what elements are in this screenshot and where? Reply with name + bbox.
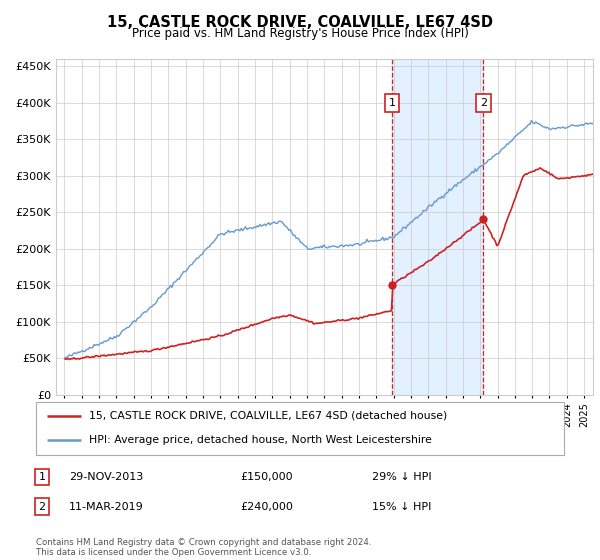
Text: 2: 2	[480, 97, 487, 108]
FancyBboxPatch shape	[36, 402, 564, 455]
Text: 29-NOV-2013: 29-NOV-2013	[69, 472, 143, 482]
Text: Contains HM Land Registry data © Crown copyright and database right 2024.
This d: Contains HM Land Registry data © Crown c…	[36, 538, 371, 557]
Text: £150,000: £150,000	[240, 472, 293, 482]
Text: 2: 2	[38, 502, 46, 512]
Text: 11-MAR-2019: 11-MAR-2019	[69, 502, 144, 512]
Text: 1: 1	[38, 472, 46, 482]
Text: £240,000: £240,000	[240, 502, 293, 512]
Bar	[392, 59, 484, 395]
Text: HPI: Average price, detached house, North West Leicestershire: HPI: Average price, detached house, Nort…	[89, 435, 431, 445]
Text: 15, CASTLE ROCK DRIVE, COALVILLE, LE67 4SD: 15, CASTLE ROCK DRIVE, COALVILLE, LE67 4…	[107, 15, 493, 30]
Text: 29% ↓ HPI: 29% ↓ HPI	[372, 472, 431, 482]
Text: 15, CASTLE ROCK DRIVE, COALVILLE, LE67 4SD (detached house): 15, CASTLE ROCK DRIVE, COALVILLE, LE67 4…	[89, 411, 447, 421]
Text: 15% ↓ HPI: 15% ↓ HPI	[372, 502, 431, 512]
Text: 1: 1	[389, 97, 395, 108]
Text: Price paid vs. HM Land Registry's House Price Index (HPI): Price paid vs. HM Land Registry's House …	[131, 27, 469, 40]
